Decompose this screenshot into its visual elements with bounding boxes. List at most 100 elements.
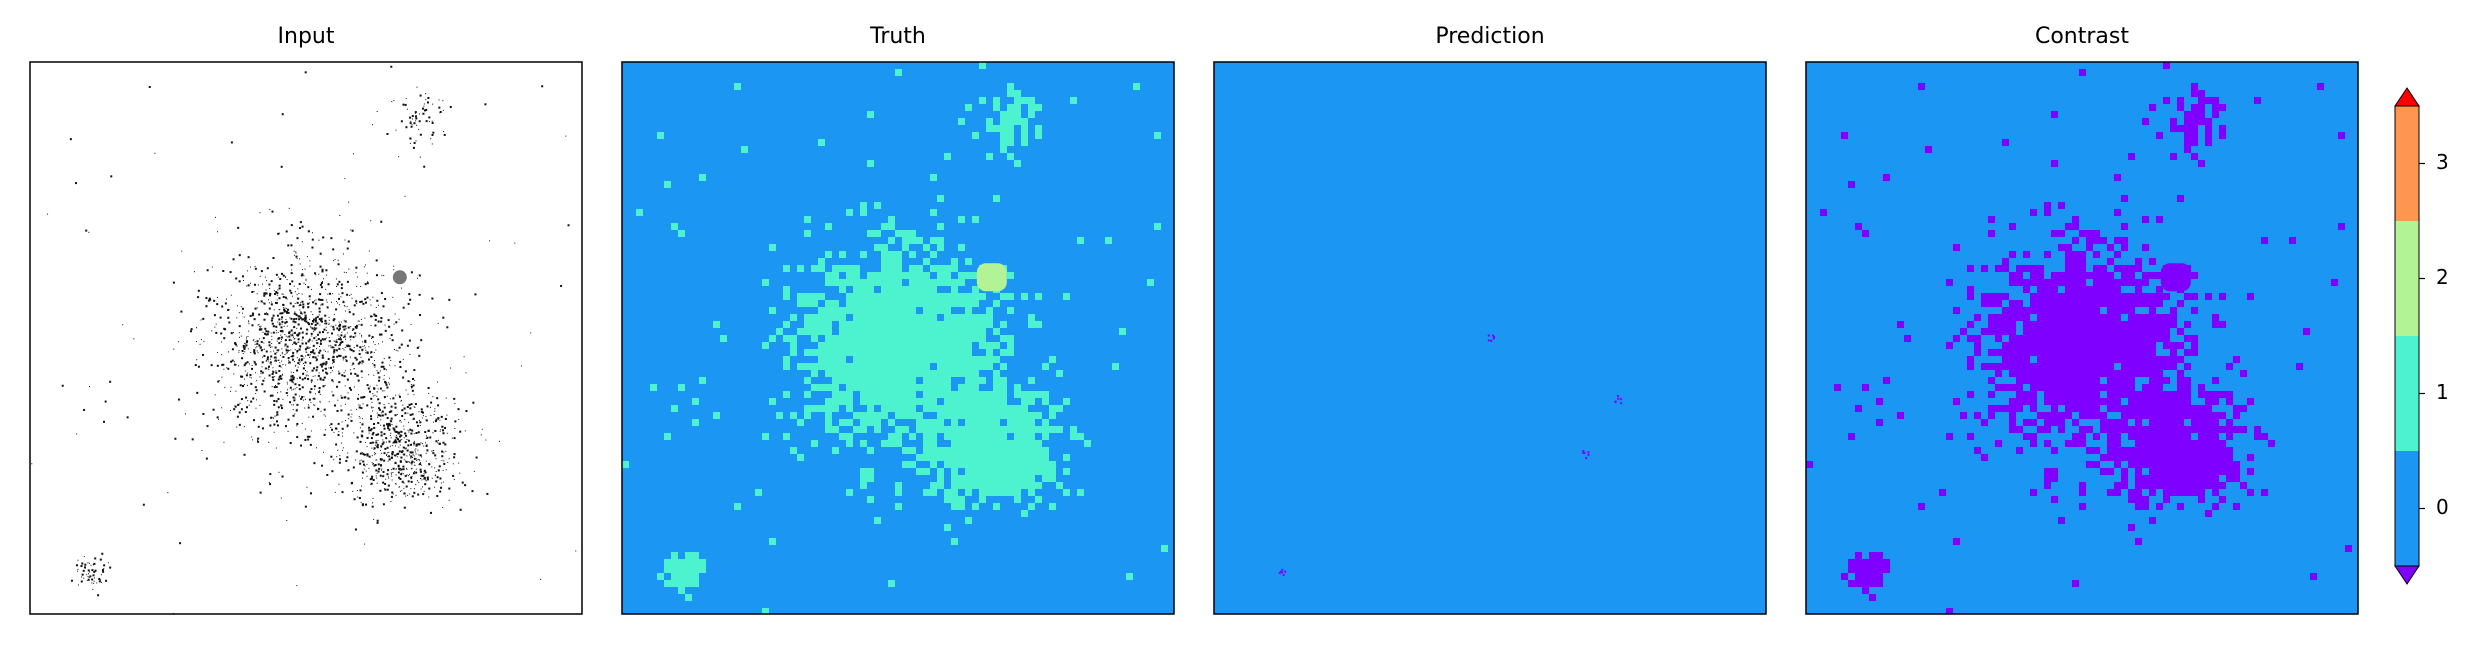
input-point (292, 376, 295, 379)
input-point (214, 326, 216, 328)
truth-cell (944, 405, 951, 412)
input-point (410, 120, 412, 122)
contrast-cell (2212, 391, 2219, 398)
input-point (446, 432, 448, 434)
input-point (331, 391, 333, 393)
input-point (431, 297, 434, 300)
input-point (449, 106, 452, 109)
contrast-cell (2128, 384, 2135, 391)
contrast-cell (2135, 482, 2142, 489)
input-point (239, 402, 241, 404)
truth-cell (839, 377, 846, 384)
input-point (276, 299, 278, 301)
input-point (247, 320, 249, 322)
truth-cell (685, 580, 692, 587)
truth-cell (1007, 90, 1014, 97)
input-point (101, 552, 104, 555)
truth-cell (860, 307, 867, 314)
input-point (277, 276, 279, 278)
input-point (262, 331, 264, 333)
contrast-cell (2086, 426, 2093, 433)
contrast-cell (2121, 419, 2128, 426)
input-point (322, 378, 325, 381)
contrast-cell (2100, 300, 2107, 307)
input-point (277, 289, 279, 291)
contrast-cell (2058, 517, 2065, 524)
input-point (343, 372, 345, 374)
truth-cell (930, 286, 937, 293)
truth-cell (909, 391, 916, 398)
input-point (293, 250, 295, 252)
input-point (236, 305, 238, 307)
input-point (370, 428, 373, 431)
input-point (402, 306, 405, 309)
input-point (401, 409, 404, 412)
input-point (310, 379, 313, 382)
contrast-cell (2191, 335, 2198, 342)
contrast-cell (2044, 482, 2051, 489)
truth-cell (1000, 482, 1007, 489)
truth-cell (888, 265, 895, 272)
input-point (415, 451, 417, 453)
truth-cell (1028, 377, 1035, 384)
contrast-cell (2100, 335, 2107, 342)
input-point (445, 469, 447, 471)
contrast-cell (2107, 286, 2114, 293)
contrast-cell (2191, 426, 2198, 433)
input-point (443, 133, 446, 136)
contrast-cell (2079, 398, 2086, 405)
input-point (315, 299, 317, 301)
input-point (277, 406, 280, 409)
input-point (263, 390, 266, 393)
truth-cell (692, 566, 699, 573)
contrast-cell (2072, 349, 2079, 356)
contrast-cell (2016, 342, 2023, 349)
contrast-cell (1883, 566, 1890, 573)
contrast-cell (2079, 370, 2086, 377)
input-point (413, 406, 415, 408)
input-point (297, 362, 300, 365)
truth-cell (986, 391, 993, 398)
input-point (354, 356, 357, 359)
input-point (309, 351, 312, 354)
contrast-cell (1967, 286, 1974, 293)
truth-cell (958, 391, 965, 398)
contrast-cell (2016, 314, 2023, 321)
contrast-cell (2149, 356, 2156, 363)
input-point (422, 415, 424, 417)
input-point (267, 365, 270, 368)
truth-cell (783, 433, 790, 440)
contrast-cell (2016, 349, 2023, 356)
contrast-cell (2170, 405, 2177, 412)
truth-cell (881, 356, 888, 363)
truth-cell (895, 272, 902, 279)
truth-cell (881, 314, 888, 321)
input-point (322, 362, 325, 365)
input-point (279, 354, 281, 356)
input-point (324, 350, 326, 352)
contrast-cell (2051, 468, 2058, 475)
input-point (270, 355, 273, 358)
contrast-cell (2044, 363, 2051, 370)
input-point (243, 426, 245, 428)
input-point (389, 383, 391, 385)
contrast-cell (2121, 454, 2128, 461)
input-point (313, 397, 316, 400)
input-point (377, 371, 380, 374)
input-point (345, 344, 347, 346)
contrast-cell (2142, 426, 2149, 433)
input-point (378, 343, 380, 345)
input-point (305, 351, 307, 353)
contrast-cell (2149, 517, 2156, 524)
contrast-cell (2219, 440, 2226, 447)
contrast-cell (2051, 391, 2058, 398)
truth-cell (909, 251, 916, 258)
truth-cell (832, 405, 839, 412)
input-point (287, 389, 289, 391)
contrast-cell (1953, 538, 1960, 545)
input-point (222, 270, 225, 273)
input-point (260, 349, 263, 352)
input-point (427, 97, 430, 100)
input-point (268, 302, 270, 304)
contrast-cell (2177, 468, 2184, 475)
